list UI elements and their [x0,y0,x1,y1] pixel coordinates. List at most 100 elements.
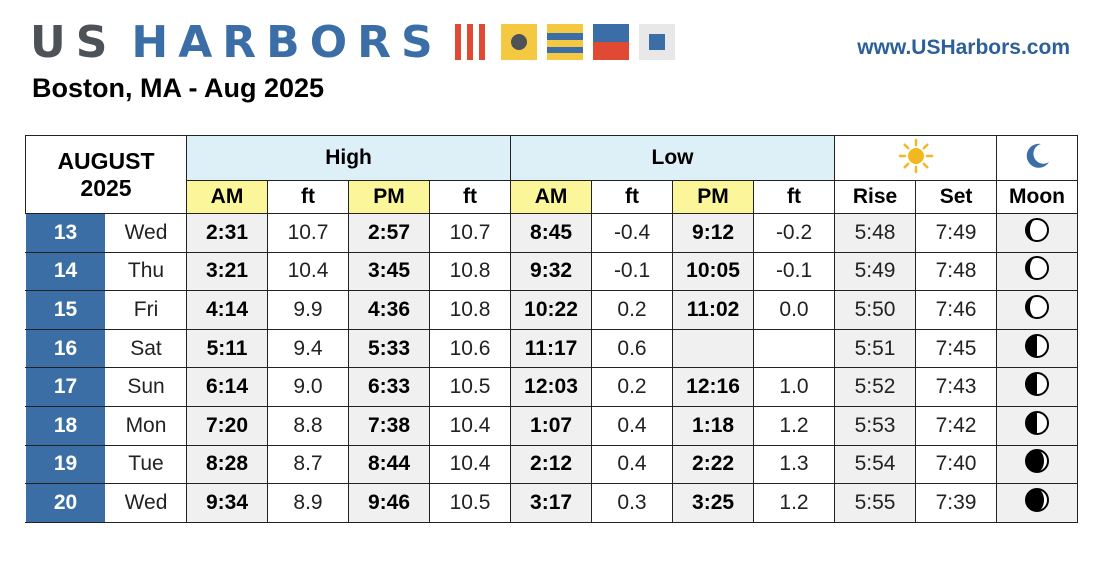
high-pm-time: 2:57 [348,213,430,253]
low-am-time: 12:03 [510,367,593,407]
high-am-height: 10.7 [267,213,349,253]
sunset-time: 7:45 [915,328,998,369]
high-pm-height: 10.8 [428,290,512,330]
moon-phase-cell [996,367,1079,407]
high-pm-time: 5:33 [348,328,430,369]
high-am-time: 2:31 [186,213,268,253]
subheader-sunrise: Rise [834,180,917,214]
high-tide-header: High [185,135,512,181]
weekday: Wed [105,213,187,253]
sunset-time: 7:48 [915,251,998,292]
sun-header [834,135,998,181]
low-am-time: 3:17 [510,483,593,523]
low-am-height: 0.2 [591,290,674,330]
logo-harbors-text: HARBORS [131,16,443,68]
sunset-time: 7:39 [915,483,998,523]
day-number: 19 [25,444,106,485]
tide-table: AUGUST 2025 High Low [25,135,1079,523]
day-number: 14 [25,251,106,292]
day-number: 17 [25,367,106,407]
high-pm-height: 10.8 [428,251,512,292]
subheader-sunset: Set [915,180,998,214]
subheader-low-am-ft: ft [591,180,674,214]
waning-gibbous-moon-icon [1024,217,1050,249]
subheader-low-am: AM [510,180,593,214]
high-pm-time: 9:46 [348,483,430,523]
day-number: 16 [25,328,106,369]
subheader-moon: Moon [996,180,1079,214]
sunset-time: 7:40 [915,444,998,485]
high-pm-time: 6:33 [348,367,430,407]
sunrise-time: 5:55 [834,483,917,523]
waning-crescent-moon-icon [1024,448,1050,480]
high-am-height: 9.0 [267,367,349,407]
tide-row: 15 Fri 4:14 9.9 4:36 10.8 10:22 0.2 11:02 0.0 5:50… [25,290,1079,330]
crescent-moon-icon [1021,143,1053,176]
tide-rows: 13 Wed 2:31 10.7 2:57 10.7 8:45 -0.4 9:12 -0.2 5:4… [25,213,1079,523]
low-am-height: 0.3 [591,483,674,523]
day-number: 20 [25,483,106,523]
sunrise-time: 5:49 [834,251,917,292]
sunset-time: 7:42 [915,405,998,446]
waning-gibbous-moon-icon [1024,294,1050,326]
website-link[interactable]: www.USHarbors.com [857,36,1070,59]
sunrise-time: 5:53 [834,405,917,446]
weekday: Thu [105,251,187,292]
low-am-time: 8:45 [510,213,593,253]
high-pm-height: 10.4 [428,444,512,485]
high-am-time: 3:21 [186,251,268,292]
year-label: 2025 [80,174,132,201]
moon-phase-cell [996,444,1079,485]
nautical-flags [454,24,685,60]
tide-row: 20 Wed 9:34 8.9 9:46 10.5 3:17 0.3 3:25 1.2 5:55 7:… [25,483,1079,523]
low-am-height: -0.4 [591,213,674,253]
last-quarter-moon-icon [1024,410,1050,442]
low-pm-time: 9:12 [672,213,755,253]
moon-phase-cell [996,290,1079,330]
weekday: Mon [105,405,187,446]
nautical-flag-w-icon [638,24,675,60]
last-quarter-moon-icon [1024,371,1050,403]
tide-row: 14 Thu 3:21 10.4 3:45 10.8 9:32 -0.1 10:05 -0.1 5:… [25,251,1079,292]
month-header: AUGUST 2025 [25,135,187,214]
subheader-low-pm-ft: ft [753,180,836,214]
high-am-height: 8.7 [267,444,349,485]
tide-row: 18 Mon 7:20 8.8 7:38 10.4 1:07 0.4 1:18 1.2 5:53 7:… [25,405,1079,446]
low-pm-time: 2:22 [672,444,755,485]
high-am-time: 7:20 [186,405,268,446]
low-am-time: 9:32 [510,251,593,292]
low-pm-time: 3:25 [672,483,755,523]
subheader-high-pm: PM [348,180,430,214]
last-quarter-moon-icon [1024,333,1050,365]
day-number: 13 [25,213,106,253]
low-pm-height: 1.2 [753,483,836,523]
low-pm-height [753,328,836,369]
tide-row: 17 Sun 6:14 9.0 6:33 10.5 12:03 0.2 12:16 1.0 5:52… [25,367,1079,407]
high-pm-height: 10.7 [428,213,512,253]
high-pm-time: 4:36 [348,290,430,330]
high-pm-height: 10.4 [428,405,512,446]
low-am-height: -0.1 [591,251,674,292]
high-am-height: 9.4 [267,328,349,369]
sun-icon [898,138,934,178]
moon-phase-cell [996,405,1079,446]
day-number: 15 [25,290,106,330]
low-am-height: 0.4 [591,444,674,485]
tide-row: 13 Wed 2:31 10.7 2:57 10.7 8:45 -0.4 9:12 -0.2 5:4… [25,213,1079,253]
subheader-low-pm: PM [672,180,755,214]
us-harbors-logo: US HARBORS [30,16,685,68]
high-pm-time: 8:44 [348,444,430,485]
low-am-time: 11:17 [510,328,593,369]
sunset-time: 7:46 [915,290,998,330]
high-am-time: 4:14 [186,290,268,330]
nautical-flag-o-icon [546,24,583,60]
low-am-time: 2:12 [510,444,593,485]
low-pm-height: 1.3 [753,444,836,485]
sunset-time: 7:43 [915,367,998,407]
nautical-flag-e-icon [592,24,629,60]
low-am-time: 1:07 [510,405,593,446]
sunrise-time: 5:50 [834,290,917,330]
high-am-time: 9:34 [186,483,268,523]
low-pm-time [672,328,755,369]
low-pm-time: 12:16 [672,367,755,407]
